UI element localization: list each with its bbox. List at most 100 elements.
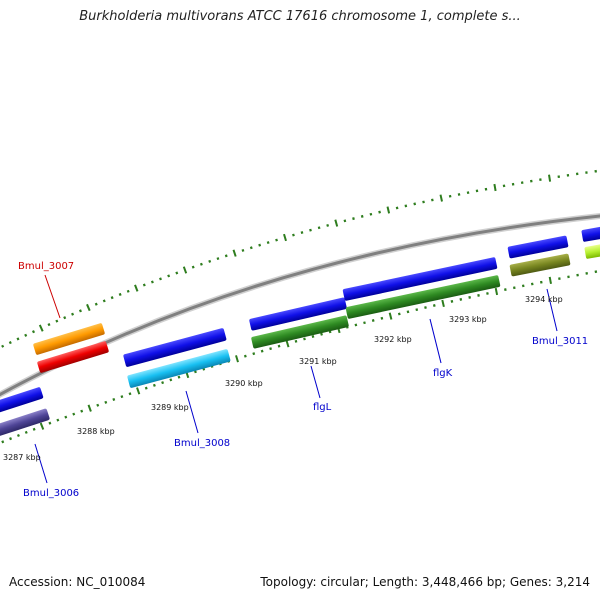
inner-scale-major-tick bbox=[136, 387, 141, 395]
outer-scale-major-tick bbox=[38, 324, 44, 332]
topology-text: Topology: circular; Length: 3,448,466 bp… bbox=[260, 575, 590, 589]
inner-scale-minor-tick bbox=[32, 427, 36, 431]
scale-label-3288: 3288 kbp bbox=[77, 427, 115, 436]
inner-scale-minor-tick bbox=[48, 421, 52, 425]
outer-scale-minor-tick bbox=[395, 206, 399, 210]
gene-bar-flgl-cds[interactable] bbox=[251, 315, 349, 349]
inner-scale-minor-tick bbox=[80, 409, 84, 413]
scale-label-3293: 3293 kbp bbox=[449, 315, 487, 324]
outer-scale-minor-tick bbox=[118, 292, 122, 297]
outer-scale-minor-tick bbox=[31, 330, 36, 334]
inner-scale-minor-tick bbox=[112, 397, 116, 401]
outer-scale-major-tick bbox=[334, 219, 339, 227]
outer-scale-minor-tick bbox=[404, 204, 408, 208]
outer-scale-minor-tick bbox=[16, 337, 20, 341]
outer-scale-minor-tick bbox=[63, 316, 67, 320]
inner-scale-minor-tick bbox=[486, 292, 489, 295]
inner-scale-minor-tick bbox=[260, 349, 264, 353]
inner-scale-minor-tick bbox=[144, 386, 148, 390]
outer-scale-minor-tick bbox=[55, 319, 59, 323]
inner-scale-minor-tick bbox=[450, 299, 454, 303]
outer-scale-minor-tick bbox=[1, 344, 5, 348]
inner-scale-minor-tick bbox=[128, 392, 132, 396]
outer-scale-major-tick bbox=[386, 206, 391, 214]
gene-bar-bmul-3008[interactable] bbox=[123, 328, 227, 367]
gene-label-bmul-3011: Bmul_3011 bbox=[532, 336, 588, 347]
outer-scale-minor-tick bbox=[167, 274, 171, 278]
gene-labels[interactable]: Bmul_3006 Bmul_3007 Bmul_3008 flgL flgK … bbox=[18, 261, 588, 499]
outer-scale-minor-tick bbox=[24, 333, 28, 337]
scale-label-3289: 3289 kbp bbox=[151, 403, 189, 412]
outer-scale-minor-tick bbox=[78, 309, 82, 313]
outer-scale-minor-tick bbox=[47, 323, 51, 327]
inner-scale-minor-tick bbox=[104, 400, 108, 404]
gene-bar-bmul-3008-cds[interactable] bbox=[127, 349, 231, 388]
outer-scale-minor-tick bbox=[343, 219, 347, 223]
inner-scale-minor-tick bbox=[9, 437, 13, 441]
outer-scale-minor-tick bbox=[142, 283, 146, 287]
gene-bar-flgk[interactable] bbox=[342, 257, 498, 301]
gene-bars[interactable] bbox=[0, 223, 600, 440]
inner-scale-minor-tick bbox=[269, 347, 272, 351]
outer-scale-major-tick bbox=[439, 194, 443, 202]
inner-scale-minor-tick bbox=[152, 383, 156, 387]
outer-scale-minor-tick bbox=[126, 289, 130, 293]
inner-scale-minor-tick bbox=[277, 344, 281, 348]
inner-scale-major-tick bbox=[285, 340, 290, 348]
outer-scale-minor-tick bbox=[502, 184, 506, 188]
inner-scale-minor-tick bbox=[16, 433, 20, 438]
inner-scale-major-tick bbox=[87, 404, 92, 412]
scale-label-3287: 3287 kbp bbox=[3, 453, 41, 462]
gene-bar-bmul-3007[interactable] bbox=[33, 323, 105, 356]
outer-scale-minor-tick bbox=[378, 210, 381, 214]
outer-scale-minor-tick bbox=[352, 217, 355, 221]
outer-scale-minor-tick bbox=[309, 228, 312, 232]
inner-scale-minor-tick bbox=[64, 415, 68, 419]
gene-label-flgk: flgK bbox=[433, 368, 453, 379]
outer-scale-minor-tick bbox=[94, 302, 98, 306]
inner-scale-minor-tick bbox=[169, 378, 173, 382]
gene-bar-right-lime[interactable] bbox=[584, 240, 600, 259]
gene-bar-bmul-3006[interactable] bbox=[0, 408, 50, 440]
gene-bar-bmul-3007-cds[interactable] bbox=[37, 341, 109, 374]
inner-scale-major-tick bbox=[388, 312, 393, 320]
outer-scale-minor-tick bbox=[241, 248, 245, 252]
gene-bar-bmul-3011-cds[interactable] bbox=[509, 253, 571, 277]
scale-labels: 3287 kbp 3288 kbp 3289 kbp 3290 kbp 3291… bbox=[3, 295, 563, 462]
outer-scale-minor-tick bbox=[159, 277, 162, 281]
inner-scale-minor-tick bbox=[243, 354, 247, 358]
inner-scale-minor-tick bbox=[320, 332, 323, 336]
inner-scale-minor-tick bbox=[363, 321, 366, 325]
outer-scale-minor-tick bbox=[150, 280, 154, 284]
inner-scale-minor-tick bbox=[468, 295, 471, 299]
gene-bar-flgk-cds[interactable] bbox=[345, 275, 501, 319]
gene-bar-left-blue[interactable] bbox=[0, 387, 44, 418]
gene-bar-flgl[interactable] bbox=[249, 297, 347, 331]
outer-scale-minor-tick bbox=[448, 194, 452, 198]
inner-scale-minor-tick bbox=[120, 395, 124, 399]
outer-scale-minor-tick bbox=[199, 262, 203, 266]
inner-scale-minor-tick bbox=[194, 370, 197, 374]
inner-scale-minor-tick bbox=[415, 308, 419, 312]
outer-scale-minor-tick bbox=[275, 238, 278, 242]
outer-scale-major-tick bbox=[283, 233, 287, 242]
gene-bar-bmul-3011[interactable] bbox=[507, 235, 569, 259]
map-title: Burkholderia multivorans ATCC 17616 chro… bbox=[79, 9, 521, 24]
outer-scale-minor-tick bbox=[422, 200, 425, 204]
accession-text: Accession: NC_010084 bbox=[9, 575, 146, 589]
gene-label-bmul-3008: Bmul_3008 bbox=[174, 438, 230, 449]
outer-scale-minor-tick bbox=[258, 243, 262, 247]
outer-scale-major-tick bbox=[86, 303, 91, 312]
inner-scale-minor-tick bbox=[397, 312, 401, 316]
gene-bar-right-blue[interactable] bbox=[581, 223, 600, 242]
outer-scale-minor-tick bbox=[216, 257, 220, 261]
inner-scale-minor-tick bbox=[161, 381, 165, 385]
inner-scale-minor-tick bbox=[354, 323, 358, 327]
scale-label-3294: 3294 kbp bbox=[525, 295, 563, 304]
inner-scale-minor-tick bbox=[311, 335, 315, 338]
outer-scale-minor-tick bbox=[360, 214, 364, 218]
outer-scale-major-tick bbox=[548, 174, 552, 182]
outer-scale-minor-tick bbox=[8, 341, 12, 345]
inner-scale-minor-tick bbox=[424, 306, 427, 309]
